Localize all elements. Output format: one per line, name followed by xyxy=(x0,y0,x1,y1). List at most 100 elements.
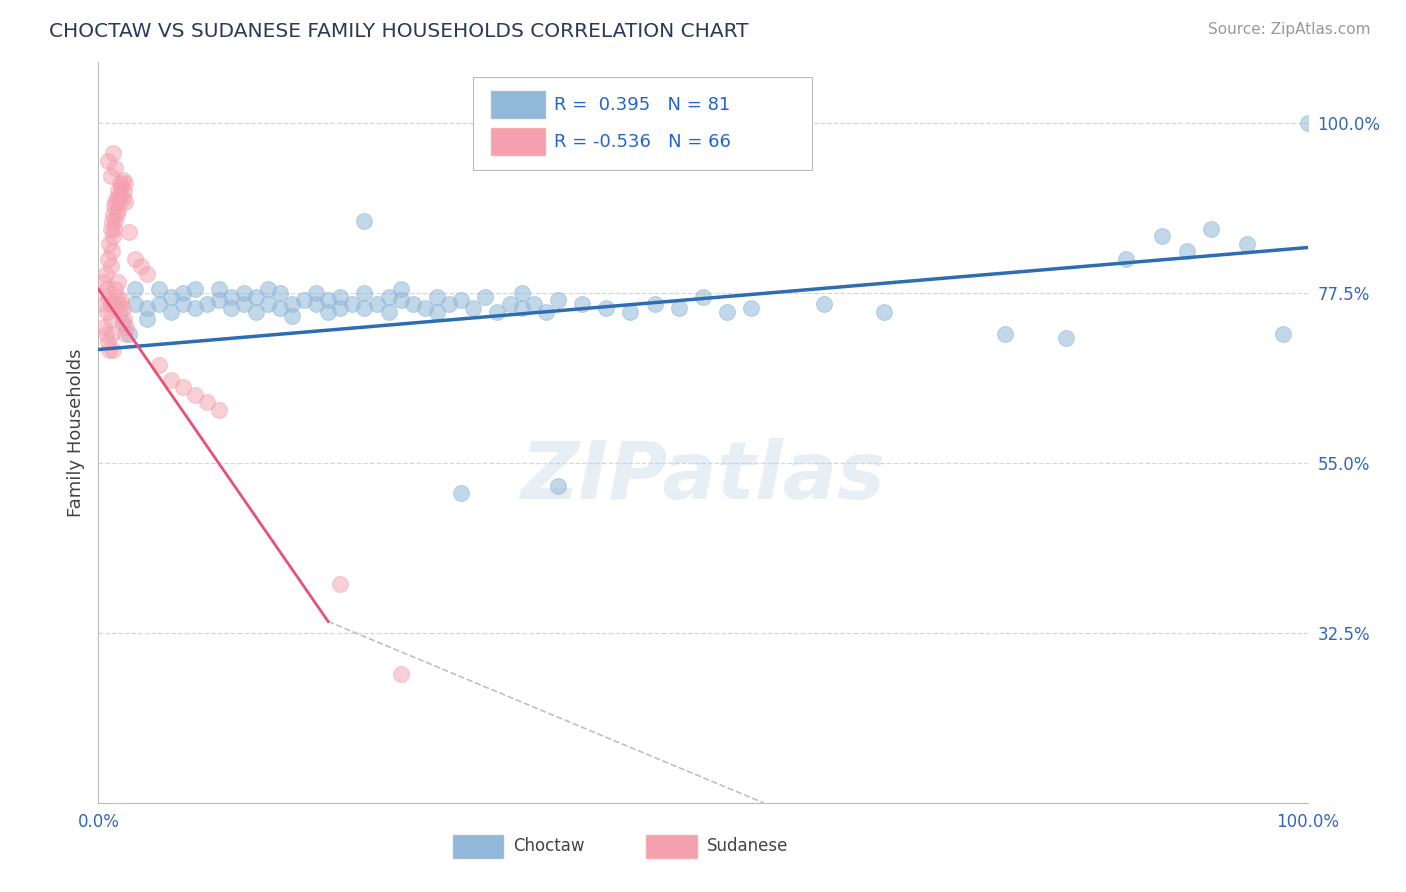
Point xyxy=(160,373,183,387)
Point xyxy=(114,327,136,342)
Point xyxy=(172,380,194,394)
Point xyxy=(94,327,117,342)
Point xyxy=(195,297,218,311)
Point xyxy=(450,293,472,308)
Point xyxy=(108,177,131,191)
Point xyxy=(172,285,194,300)
Point xyxy=(377,304,399,318)
Point xyxy=(510,285,533,300)
Point xyxy=(595,301,617,315)
Point xyxy=(104,161,127,176)
Text: R =  0.395   N = 81: R = 0.395 N = 81 xyxy=(554,95,731,113)
Point xyxy=(353,214,375,228)
Point xyxy=(619,304,641,318)
Point xyxy=(97,290,120,304)
Point xyxy=(101,343,124,357)
Point xyxy=(1199,221,1222,235)
Point xyxy=(208,282,231,296)
Point xyxy=(486,304,509,318)
Point xyxy=(100,260,122,274)
Text: CHOCTAW VS SUDANESE FAMILY HOUSEHOLDS CORRELATION CHART: CHOCTAW VS SUDANESE FAMILY HOUSEHOLDS CO… xyxy=(49,22,749,41)
Point xyxy=(1236,236,1258,251)
Point xyxy=(148,297,170,311)
Point xyxy=(1272,327,1295,342)
Point xyxy=(115,319,138,334)
Point xyxy=(195,395,218,409)
Point xyxy=(100,169,122,183)
FancyBboxPatch shape xyxy=(474,78,811,169)
Point xyxy=(305,285,328,300)
Point xyxy=(100,312,122,326)
Point xyxy=(172,297,194,311)
Point xyxy=(571,297,593,311)
Point xyxy=(547,293,569,308)
Y-axis label: Family Households: Family Households xyxy=(66,349,84,516)
Point xyxy=(107,202,129,217)
Point xyxy=(329,576,352,591)
Point xyxy=(114,195,136,210)
Point xyxy=(873,304,896,318)
Point xyxy=(1175,244,1198,259)
Point xyxy=(160,290,183,304)
Point xyxy=(104,195,127,210)
Point xyxy=(245,290,267,304)
Point xyxy=(245,304,267,318)
Point xyxy=(108,195,131,210)
Point xyxy=(389,282,412,296)
Point xyxy=(474,290,496,304)
Point xyxy=(450,486,472,500)
Point xyxy=(547,478,569,492)
Point xyxy=(208,403,231,417)
Point xyxy=(342,297,364,311)
Text: ZIPatlas: ZIPatlas xyxy=(520,438,886,516)
Point xyxy=(93,275,115,289)
Point xyxy=(256,282,278,296)
Point xyxy=(107,275,129,289)
Point xyxy=(1296,116,1319,130)
Text: Choctaw: Choctaw xyxy=(513,837,585,855)
Point xyxy=(103,221,125,235)
Point xyxy=(97,252,120,266)
Point xyxy=(329,301,352,315)
Point xyxy=(463,301,485,315)
Point xyxy=(104,214,127,228)
Point xyxy=(353,285,375,300)
Point xyxy=(221,301,243,315)
FancyBboxPatch shape xyxy=(453,835,503,857)
Point xyxy=(108,304,131,318)
Point xyxy=(97,153,120,168)
Point xyxy=(256,297,278,311)
Point xyxy=(135,267,157,281)
Point xyxy=(103,199,125,213)
Point xyxy=(740,301,762,315)
Point xyxy=(98,236,121,251)
Point xyxy=(148,358,170,372)
Point xyxy=(668,301,690,315)
Point xyxy=(389,667,412,681)
Point xyxy=(111,172,134,186)
Point xyxy=(118,327,141,342)
Point xyxy=(402,297,425,311)
Point xyxy=(100,214,122,228)
Point xyxy=(108,297,131,311)
Point xyxy=(100,221,122,235)
Point xyxy=(184,301,207,315)
Point xyxy=(994,327,1017,342)
Point xyxy=(112,184,135,198)
Point xyxy=(644,297,666,311)
Point xyxy=(413,301,436,315)
Point xyxy=(232,285,254,300)
Point xyxy=(135,301,157,315)
Point xyxy=(329,290,352,304)
Point xyxy=(1115,252,1137,266)
Point xyxy=(100,244,122,259)
Point xyxy=(148,282,170,296)
Point xyxy=(523,297,546,311)
Point xyxy=(316,304,339,318)
Point xyxy=(93,319,115,334)
Point xyxy=(94,267,117,281)
Point xyxy=(96,304,118,318)
Point xyxy=(1054,331,1077,345)
Text: Source: ZipAtlas.com: Source: ZipAtlas.com xyxy=(1208,22,1371,37)
Point xyxy=(135,312,157,326)
